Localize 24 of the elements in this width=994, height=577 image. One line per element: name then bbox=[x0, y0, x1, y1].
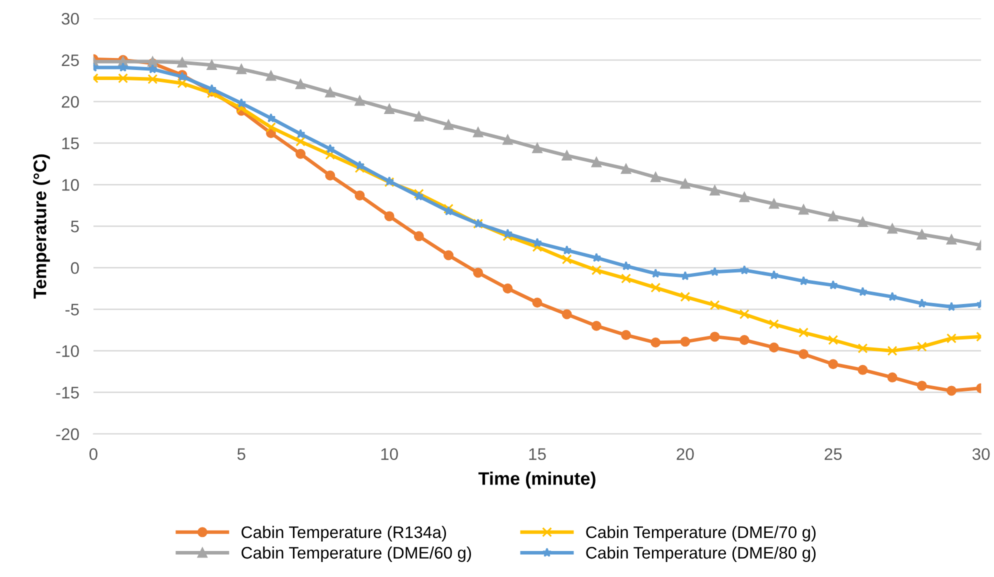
x-tick-label: 5 bbox=[237, 448, 246, 460]
y-tick-label: 15 bbox=[62, 138, 79, 150]
x-tick-label: 30 bbox=[972, 448, 990, 460]
y-tick-label: 20 bbox=[62, 96, 79, 108]
legend-label: Cabin Temperature (DME/70 g) bbox=[586, 526, 816, 542]
y-axis-title: Temperature (°C) bbox=[33, 154, 50, 299]
y-tick-label: 0 bbox=[70, 262, 79, 274]
legend-label: Cabin Temperature (DME/60 g) bbox=[242, 546, 471, 562]
y-tick-label: 25 bbox=[62, 54, 79, 66]
y-tick-label: 10 bbox=[62, 179, 79, 191]
legend-label: Cabin Temperature (DME/80 g) bbox=[586, 546, 816, 562]
x-tick-label: 0 bbox=[89, 448, 98, 460]
x-tick-label: 15 bbox=[529, 448, 546, 460]
x-tick-label: 20 bbox=[676, 448, 694, 460]
y-tick-label: -20 bbox=[56, 428, 79, 440]
y-tick-label: 30 bbox=[62, 12, 79, 25]
y-tick-label: 5 bbox=[70, 220, 79, 232]
y-tick-label: -5 bbox=[65, 304, 79, 316]
x-tick-label: 25 bbox=[824, 448, 842, 460]
y-tick-label: -10 bbox=[56, 345, 79, 358]
legend-label: Cabin Temperature (R134a) bbox=[242, 526, 446, 542]
y-tick-label: -15 bbox=[56, 386, 79, 399]
x-axis-title: Time (minute) bbox=[478, 472, 596, 488]
x-tick-label: 10 bbox=[381, 448, 398, 460]
